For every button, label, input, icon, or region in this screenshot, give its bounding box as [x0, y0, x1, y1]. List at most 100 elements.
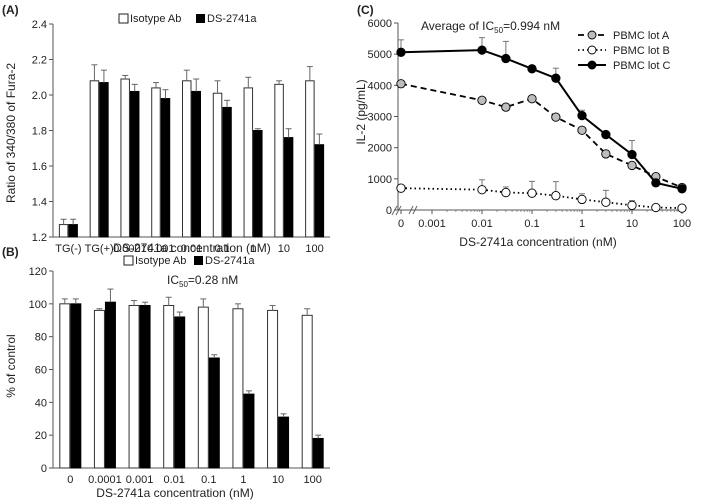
panel-c-title: Average of IC50=0.994 nM — [421, 19, 560, 35]
legend-swatch-ds2741a-b — [194, 256, 203, 265]
bar-isotype-ab — [212, 92, 223, 238]
x-tick-label: 0.01 — [181, 243, 202, 255]
bar-ds-2741a — [99, 82, 109, 238]
legend-marker — [587, 60, 597, 70]
legend-swatch-isotype-b — [123, 255, 134, 266]
bar-ds-2741a — [253, 130, 263, 238]
panel-c-xlabel: DS-2741a concentration (nM) — [459, 235, 616, 249]
bar-ds-2741a — [312, 437, 324, 469]
legend-label: PBMC lot C — [613, 60, 671, 72]
bar-ds-2741a — [208, 357, 220, 469]
data-point-pbmc-lot-c — [501, 53, 511, 64]
data-point-pbmc-lot-b — [396, 183, 406, 193]
bar-ds-2741a — [174, 316, 186, 469]
panel-b-legend: Isotype Ab DS-2741a — [123, 255, 255, 267]
data-point-pbmc-lot-c — [651, 178, 661, 188]
bar-isotype-ab — [151, 87, 161, 238]
data-point-pbmc-lot-c — [551, 73, 561, 83]
legend-marker — [587, 45, 597, 55]
bar-ds-2741a — [314, 144, 325, 238]
bar-ds-2741a — [104, 301, 116, 469]
bar-ds-2741a — [222, 106, 232, 238]
y-tick-label: 5000 — [368, 49, 392, 61]
x-tick-label: 0.0001 — [113, 243, 147, 255]
legend-label-ds2741a: DS-2741a — [207, 13, 257, 25]
y-tick-label: 3000 — [368, 112, 392, 124]
y-tick-label: 100 — [29, 299, 47, 311]
x-tick-label: 0.01 — [471, 218, 492, 230]
data-point-pbmc-lot-b — [501, 187, 511, 198]
y-tick-label: 1.6 — [32, 161, 47, 173]
series-line-pbmc-lot-a — [400, 82, 683, 189]
x-tick-label: 0.1 — [524, 218, 539, 230]
y-tick-label: 2.0 — [32, 90, 47, 102]
bar-ds-2741a — [139, 304, 151, 469]
bar-ds-2741a — [129, 90, 140, 238]
data-point-pbmc-lot-b — [651, 202, 661, 213]
y-tick-label: 1000 — [368, 174, 392, 186]
panel-b-label: (B) — [2, 245, 19, 259]
bar-isotype-ab — [232, 308, 244, 469]
bar-ds-2741a — [160, 98, 171, 238]
data-point-pbmc-lot-c — [577, 110, 587, 121]
y-tick-label: 40 — [35, 397, 47, 409]
bar-isotype-ab — [93, 309, 105, 469]
bar-isotype-ab — [128, 304, 140, 469]
x-tick-label: 100 — [304, 474, 322, 486]
legend-swatch-ds2741a — [196, 14, 205, 23]
data-point-pbmc-lot-a — [477, 95, 487, 105]
x-tick-label: 0.01 — [163, 474, 184, 486]
legend-label: PBMC lot B — [613, 45, 670, 57]
data-point-pbmc-lot-b — [527, 188, 537, 198]
panel-b-ic50-annotation: IC50=0.28 nM — [167, 273, 238, 289]
panel-b: (B) % of control DS-2741a concentration … — [2, 245, 330, 500]
x-tick-label: 1 — [250, 243, 256, 255]
x-tick-label: 0.1 — [215, 243, 230, 255]
panel-a-xlabel: DS-2741a concentration (nM) — [113, 241, 270, 255]
x-tick-label: 0.001 — [147, 243, 175, 255]
y-tick-label: 0 — [386, 205, 392, 217]
y-tick-label: 0 — [41, 463, 47, 475]
y-tick-label: 2.2 — [32, 55, 47, 67]
bar-isotype-ab — [59, 303, 71, 469]
bar-isotype-ab — [163, 304, 175, 469]
x-tick-label: 0.1 — [201, 474, 216, 486]
y-tick-label: 2000 — [368, 143, 392, 155]
panel-a: (A) Ratio of 340/380 of Fura-2 DS-2741a … — [2, 3, 330, 255]
data-point-pbmc-lot-b — [601, 197, 611, 207]
x-tick-label: 100 — [673, 218, 691, 230]
data-point-pbmc-lot-a — [396, 79, 406, 89]
data-point-pbmc-lot-a — [627, 160, 637, 171]
data-point-pbmc-lot-b — [577, 194, 587, 205]
panel-b-xlabel: DS-2741a concentration (nM) — [96, 486, 253, 500]
data-point-pbmc-lot-b — [477, 185, 487, 195]
data-point-pbmc-lot-a — [501, 102, 511, 112]
y-tick-label: 120 — [29, 266, 47, 278]
bar-isotype-ab — [182, 80, 192, 238]
y-tick-label: 20 — [35, 430, 47, 442]
data-point-pbmc-lot-c — [477, 45, 487, 55]
data-point-pbmc-lot-b — [627, 200, 637, 210]
y-tick-label: 1.8 — [32, 126, 47, 138]
y-tick-label: 60 — [35, 365, 47, 377]
bar-ds-2741a — [243, 393, 255, 469]
data-point-pbmc-lot-c — [627, 149, 637, 160]
bar-ds-2741a — [68, 224, 78, 238]
legend-label-ds2741a-b: DS-2741a — [205, 255, 255, 267]
bar-isotype-ab — [243, 87, 254, 238]
data-point-pbmc-lot-c — [601, 129, 611, 140]
x-tick-label: 1 — [579, 218, 585, 230]
panel-c: (C) IL-2 (pg/mL) DS-2741a concentration … — [354, 3, 691, 249]
panel-c-ylabel: IL-2 (pg/mL) — [354, 79, 368, 144]
x-tick-label: 100 — [305, 243, 323, 255]
series-line-pbmc-lot-b — [400, 187, 683, 209]
data-point-pbmc-lot-a — [601, 149, 611, 159]
legend-label-isotype: Isotype Ab — [130, 13, 181, 25]
data-point-pbmc-lot-a — [527, 94, 537, 104]
legend-swatch-isotype — [118, 13, 129, 24]
data-point-pbmc-lot-a — [577, 125, 587, 135]
x-tick-label: 0 — [67, 474, 73, 486]
panel-a-legend: Isotype Ab DS-2741a — [118, 13, 257, 25]
panel-a-ylabel: Ratio of 340/380 of Fura-2 — [4, 63, 18, 203]
x-axis-break-icon — [408, 205, 418, 215]
